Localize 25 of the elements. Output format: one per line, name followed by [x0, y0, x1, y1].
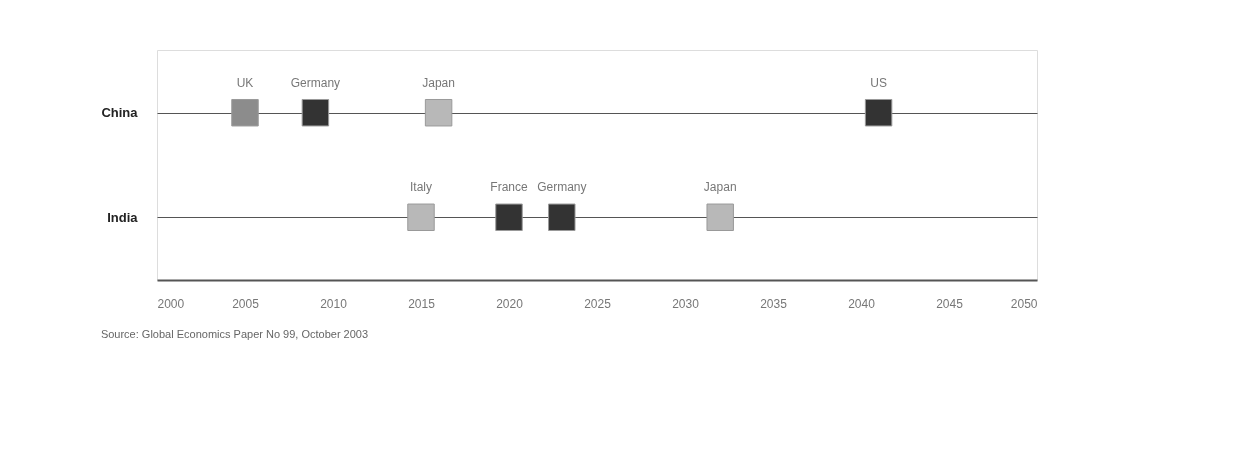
x-tick-label: 2010	[320, 296, 348, 311]
point	[495, 203, 523, 231]
data-label: Italy	[409, 180, 433, 195]
data-label: US	[870, 75, 887, 90]
data-label: France	[490, 180, 528, 195]
y-tick-label: China	[101, 105, 139, 121]
data-label: Germany	[290, 75, 341, 90]
point	[231, 99, 259, 127]
x-tick-label: 2050	[1010, 296, 1038, 311]
x-tick-label: 2030	[672, 296, 700, 311]
x-tick-label: 2025	[584, 296, 612, 311]
x-tick-label: 2035	[760, 296, 788, 311]
x-tick-label: 2005	[232, 296, 260, 311]
x-tick-label: 2045	[936, 296, 964, 311]
y-tick-label: India	[107, 209, 139, 225]
x-tick-label: 2020	[496, 296, 524, 311]
x-tick-label: 2040	[848, 296, 876, 311]
data-label: Germany	[537, 180, 587, 195]
data-label: UK	[236, 75, 254, 90]
data-label: Japan	[422, 75, 455, 90]
data-label: Japan	[703, 180, 737, 195]
point	[301, 99, 330, 127]
source-note: Source: Global Economics Paper No 99, October 2003	[100, 328, 369, 340]
x-tick-label: 2015	[408, 296, 436, 311]
x-tick-label: 2000	[157, 296, 185, 311]
